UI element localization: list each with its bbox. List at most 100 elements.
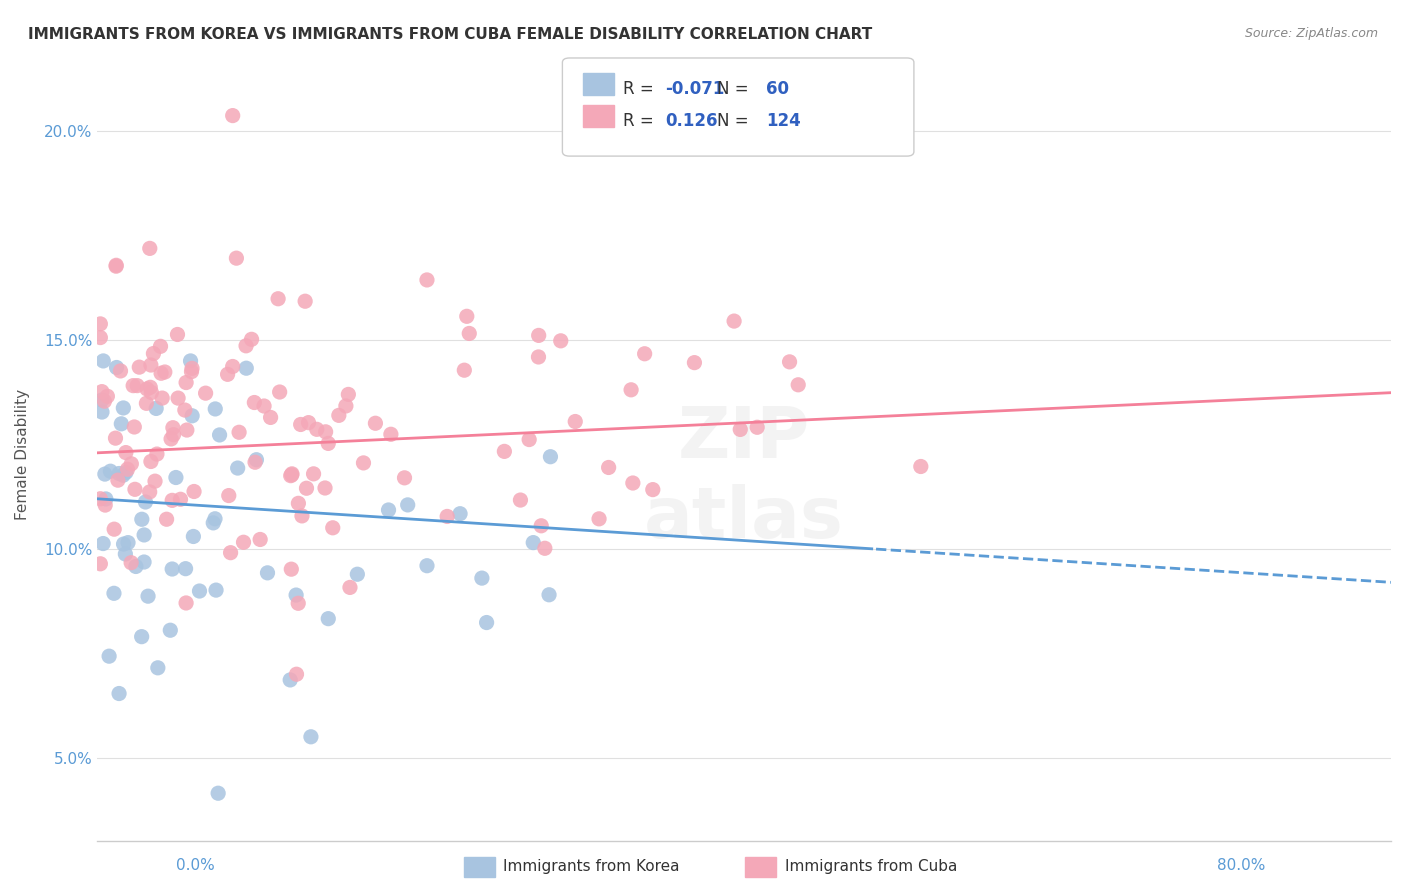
Point	[534, 541, 557, 556]
Point	[205, 583, 228, 598]
Point	[394, 471, 416, 485]
Point	[122, 378, 145, 392]
Point	[280, 562, 302, 576]
Point	[291, 508, 314, 523]
Point	[162, 421, 184, 435]
Point	[281, 467, 304, 481]
Point	[146, 447, 169, 461]
Point	[204, 512, 226, 526]
Point	[108, 467, 131, 481]
Point	[153, 365, 176, 379]
Point	[538, 450, 561, 464]
Point	[207, 786, 229, 800]
Point	[117, 462, 139, 476]
Point	[100, 464, 122, 478]
Point	[280, 467, 302, 482]
Point	[294, 294, 316, 309]
Point	[105, 360, 128, 375]
Point	[142, 346, 165, 360]
Point	[174, 596, 197, 610]
Point	[527, 350, 550, 364]
Point	[314, 481, 336, 495]
Point	[112, 537, 135, 551]
Point	[139, 380, 162, 394]
Point	[723, 314, 745, 328]
Point	[221, 359, 243, 374]
Point	[278, 673, 301, 687]
Point	[117, 535, 139, 549]
Point	[517, 433, 540, 447]
Point	[305, 422, 328, 436]
Point	[295, 481, 318, 495]
Point	[522, 535, 544, 549]
Point	[91, 354, 114, 368]
Text: N =: N =	[717, 112, 754, 130]
Text: Immigrants from Cuba: Immigrants from Cuba	[785, 859, 957, 873]
Point	[396, 498, 419, 512]
Point	[155, 512, 177, 526]
Point	[124, 420, 146, 434]
Point	[146, 661, 169, 675]
Point	[169, 492, 191, 507]
Point	[120, 457, 142, 471]
Point	[208, 428, 231, 442]
Point	[683, 356, 706, 370]
Point	[98, 649, 121, 664]
Point	[621, 475, 644, 490]
Point	[173, 403, 195, 417]
Point	[267, 292, 290, 306]
Point	[96, 389, 118, 403]
Point	[456, 310, 478, 324]
Point	[131, 630, 153, 644]
Point	[188, 584, 211, 599]
Point	[346, 567, 368, 582]
Point	[222, 109, 245, 123]
Point	[290, 417, 312, 432]
Point	[94, 491, 117, 506]
Point	[89, 330, 111, 344]
Point	[136, 382, 159, 396]
Point	[108, 686, 131, 700]
Point	[728, 422, 751, 436]
Point	[530, 518, 553, 533]
Point	[181, 409, 204, 423]
Point	[243, 455, 266, 469]
Point	[564, 415, 586, 429]
Point	[105, 258, 128, 272]
Point	[550, 334, 572, 348]
Point	[160, 432, 183, 446]
Point	[335, 399, 357, 413]
Point	[139, 358, 162, 372]
Point	[453, 363, 475, 377]
Point	[337, 387, 360, 401]
Text: Immigrants from Korea: Immigrants from Korea	[503, 859, 681, 873]
Point	[127, 378, 149, 392]
Point	[160, 493, 183, 508]
Text: 0.0%: 0.0%	[176, 858, 215, 872]
Point	[226, 461, 249, 475]
Point	[228, 425, 250, 440]
Point	[240, 332, 263, 346]
Point	[218, 489, 240, 503]
Text: IMMIGRANTS FROM KOREA VS IMMIGRANTS FROM CUBA FEMALE DISABILITY CORRELATION CHAR: IMMIGRANTS FROM KOREA VS IMMIGRANTS FROM…	[28, 27, 872, 42]
Point	[120, 556, 142, 570]
Text: 80.0%: 80.0%	[1218, 858, 1265, 872]
Point	[89, 317, 111, 331]
Point	[149, 339, 172, 353]
Point	[256, 566, 278, 580]
Point	[219, 546, 242, 560]
Point	[598, 460, 620, 475]
Point	[124, 483, 146, 497]
Point	[91, 405, 114, 419]
Point	[107, 473, 129, 487]
Point	[787, 377, 810, 392]
Point	[458, 326, 481, 341]
Point	[302, 467, 325, 481]
Point	[471, 571, 494, 585]
Point	[299, 730, 322, 744]
Point	[160, 562, 183, 576]
Point	[287, 596, 309, 610]
Point	[280, 468, 302, 483]
Point	[633, 347, 655, 361]
Point	[162, 427, 184, 442]
